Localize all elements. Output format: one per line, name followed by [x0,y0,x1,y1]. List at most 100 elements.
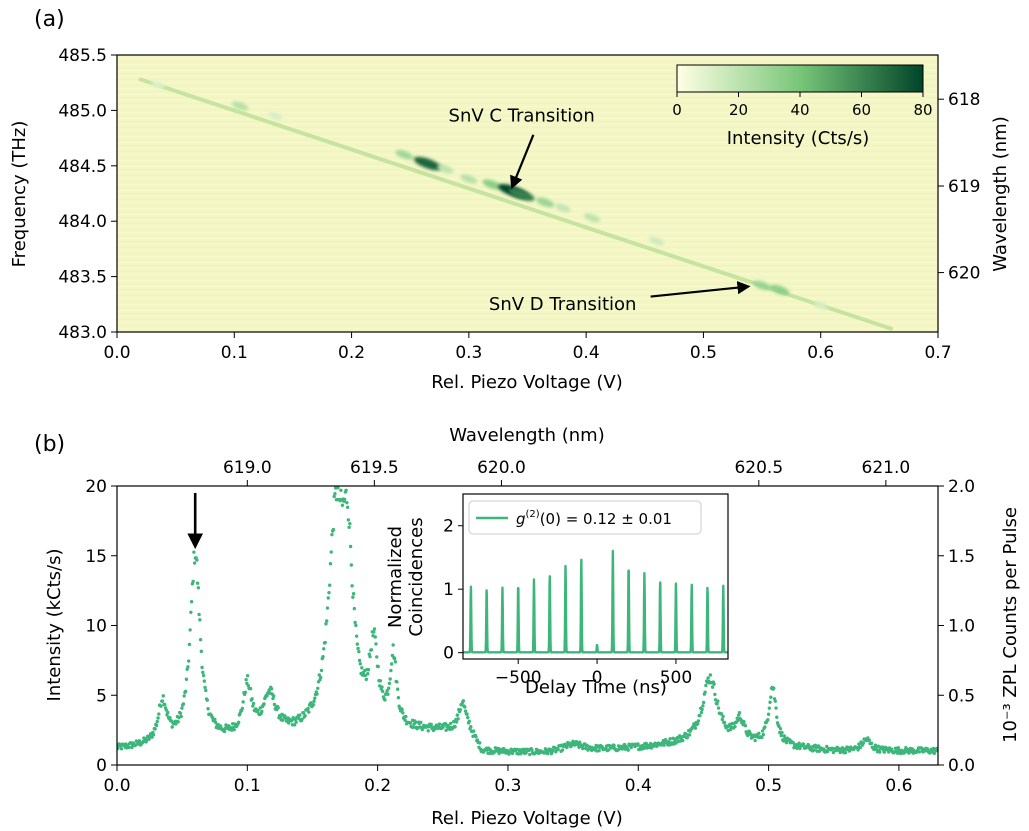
spectrum-point [736,718,740,723]
heatmap-scanline [117,214,938,215]
spectrum-point [137,739,142,743]
heatmap-scanline [117,229,938,230]
spectrum-point [882,750,886,754]
spectrum-point [373,635,377,639]
heatmap-y-axis: 483.0 483.5 484.0 484.5 485.0 485.5 [58,46,117,343]
colorbar-label: Intensity (Cts/s) [727,128,870,149]
spectrum-point [469,725,473,729]
spectrum-point [372,630,376,634]
spectrum-point [164,708,168,712]
heatmap-scanline [117,274,938,275]
spectrum-point [324,622,328,626]
spectrum-point [313,696,317,700]
colorbar-tick-label: 20 [729,101,748,119]
spectrum-point [322,647,326,651]
spectrum-point [816,744,821,748]
spectrum-point [307,710,311,714]
heatmap-y-label: Frequency (THz) [9,121,30,268]
spectrum-point [767,706,772,710]
heatmap-scanline [117,325,938,326]
spectrum-point [372,627,377,631]
heatmap-scanline [117,106,938,107]
heatmap-scanline [117,202,938,203]
spectrum-point [240,706,245,711]
spectrum-point [262,702,266,706]
spectrum-point [772,686,776,690]
inset-x-tick-label: 0 [592,668,603,688]
spectrum-point [478,741,482,745]
spectrum-point [465,712,469,716]
spectrum-point [700,707,704,712]
spectrum-point [360,666,364,670]
spectrum-point [843,750,848,755]
spectrum-point [530,748,534,752]
spectrum-point [189,610,193,614]
heatmap-scanline [117,85,938,86]
spectrum-point [668,737,672,741]
heatmap-scanline [117,88,938,89]
heatmap-scanline [117,241,938,242]
spectrum-y2-axis: 0.0 0.5 1.0 1.5 2.0 [938,477,975,776]
spectrum-point [345,505,350,509]
heatmap-feature [554,203,571,213]
heatmap-scanline [117,217,938,218]
spectrum-point [629,745,633,750]
spectrum-point [352,606,357,611]
spectrum-point [176,720,180,724]
heatmap-y-tick-label: 485.0 [58,101,107,121]
spectrum-y-tick-label: 5 [96,686,107,706]
g2-inset: −500 0 500 012 Delay Time (ns) Normalized … [385,493,729,698]
heatmap-scanline [117,166,938,167]
heatmap-scanline [117,97,938,98]
spectrum-point [204,688,208,693]
legend-label: g(2)(0) = 0.12 ± 0.01 [516,509,672,528]
heatmap-scanline [117,280,938,281]
heatmap-feature [151,80,165,89]
inset-x-axis: −500 0 500 [495,659,692,688]
spectrum-point [386,686,391,690]
spectrum-point [784,740,789,745]
spectrum-y2-tick-label: 1.5 [948,547,975,567]
spectrum-point [812,748,816,752]
heatmap-scanline [117,283,938,284]
spectrum-point [375,655,379,659]
heatmap-x-tick-label: 0.4 [573,343,600,363]
spectrum-point [159,704,163,708]
spectrum-point [206,707,210,711]
spectrum-point [466,715,470,720]
spectrum-point [798,746,802,751]
spectrum-point [861,741,866,745]
spectrum-point [278,715,283,719]
spectrum-point [161,694,165,698]
spectrum-point [351,592,356,596]
spectrum-point [666,740,671,744]
spectrum-point [301,711,306,715]
spectrum-point [396,695,401,700]
spectrum-point [189,600,194,604]
spectrum-point [387,681,392,686]
heatmap-scanline [117,223,938,224]
heatmap-scanline [117,289,938,290]
heatmap-scanline [117,226,938,227]
spectrum-point [831,750,836,755]
heatmap-y-tick-label: 484.0 [58,212,107,232]
annotation-arrow-1 [650,281,751,298]
spectrum-point [869,741,874,745]
colorbar-tick-label: 40 [790,101,809,119]
spectrum-point [389,662,394,666]
spectrum-point [742,720,746,724]
spectrum-point [276,706,280,710]
spectrum-point [712,682,716,686]
spectrum-point [248,686,253,691]
colorbar-ticks: 0 20 40 60 80 [672,92,933,119]
spectrum-y-tick-label: 20 [85,477,107,497]
spectrum-point [411,725,416,730]
spectrum-x-tick-label: 0.6 [885,776,912,796]
heatmap-scanline [117,67,938,68]
spectrum-point [350,584,354,588]
spectrum-point [461,699,466,703]
heatmap-scanline [117,319,938,320]
spectrum-point [368,654,372,659]
heatmap-scanline [117,112,938,113]
heatmap-feature [583,213,601,223]
